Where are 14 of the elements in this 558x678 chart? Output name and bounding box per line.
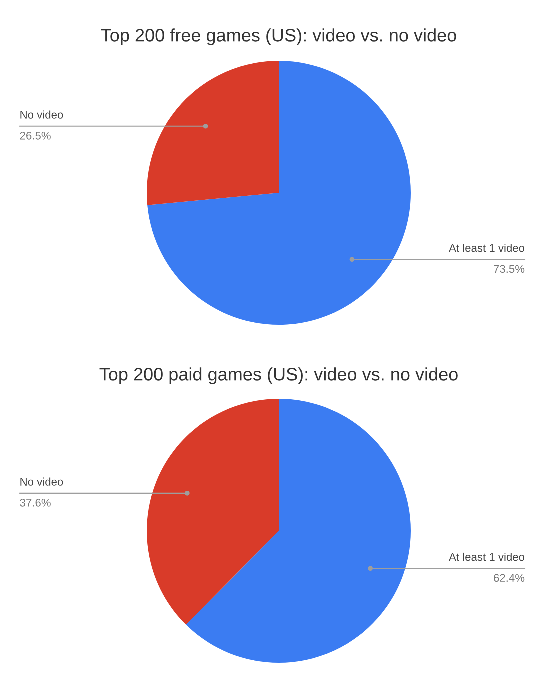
pie-slice — [148, 61, 411, 325]
slice-label: No video — [20, 110, 64, 119]
data-label: 62.4% — [494, 574, 525, 582]
data-label: 26.5% — [20, 132, 51, 140]
pie-slice — [186, 399, 411, 663]
slice-label: No video — [20, 478, 64, 486]
slice-label: At least 1 video — [449, 244, 525, 252]
data-label: 73.5% — [494, 265, 525, 274]
data-label: 37.6% — [20, 498, 51, 507]
pie-slice — [147, 399, 279, 625]
chart-title: Top 200 free games (US): video vs. no video — [101, 28, 456, 46]
pie-slice — [147, 61, 279, 206]
chart-title: Top 200 paid games (US): video vs. no video — [100, 368, 458, 384]
slice-label: At least 1 video — [449, 552, 525, 562]
